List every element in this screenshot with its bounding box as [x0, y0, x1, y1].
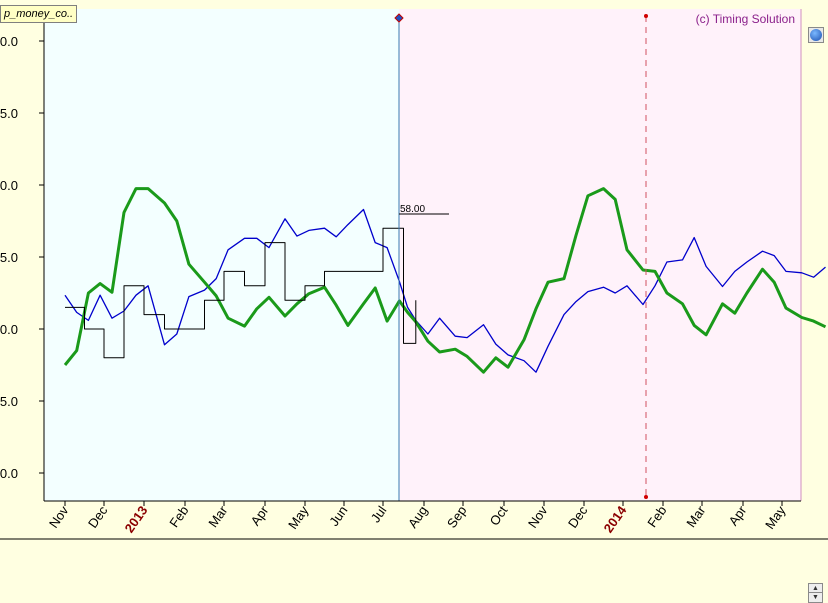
- x-tick-label: Nov: [525, 503, 551, 531]
- x-tick-label: Dec: [565, 503, 591, 531]
- globe-icon[interactable]: [808, 27, 824, 43]
- price-line: [64, 208, 826, 373]
- past-region: [44, 9, 399, 501]
- y-tick-label: 0.0: [0, 466, 18, 481]
- x-tick-year-label: 2013: [122, 503, 151, 535]
- x-tick-label: Nov: [46, 503, 72, 531]
- future-region: [399, 9, 801, 501]
- y-tick-label: 5.0: [0, 394, 18, 409]
- series-group: [63, 187, 827, 374]
- y-tick-label: 5.0: [0, 250, 18, 265]
- x-tick-label: Mar: [205, 503, 231, 530]
- y-tick-label: 0.0: [0, 34, 18, 49]
- x-tick-label: Feb: [644, 503, 669, 530]
- x-tick-label: May: [285, 503, 312, 532]
- x-tick-label: Dec: [85, 503, 111, 531]
- x-tick-label: Apr: [726, 503, 750, 529]
- series-tag[interactable]: p_money_co..: [0, 5, 78, 23]
- x-tick-label: Oct: [487, 503, 511, 528]
- y-tick-label: 0.0: [0, 322, 18, 337]
- projection-marker-bottom: [644, 495, 648, 499]
- now-marker[interactable]: [394, 13, 404, 23]
- arrow-down-icon[interactable]: ▼: [808, 592, 823, 603]
- y-tick-label: 5.0: [0, 106, 18, 121]
- x-tick-label: Aug: [405, 503, 431, 531]
- x-tick-year-label: 2014: [601, 502, 630, 535]
- marker-label: 58.00: [400, 204, 425, 215]
- signal-line: [65, 227, 417, 359]
- cycle-line: [63, 187, 827, 374]
- projection-marker-top: [644, 14, 648, 18]
- x-axis-ticks: Nov Dec 2013 Feb Mar Apr May Jun Jul Aug Sep Oct Nov…: [46, 501, 789, 535]
- x-tick-label: Feb: [166, 503, 191, 530]
- x-tick-label: Sep: [444, 503, 470, 531]
- x-tick-label: May: [762, 503, 789, 532]
- y-tick-label: 0.0: [0, 178, 18, 193]
- x-tick-label: Mar: [683, 503, 709, 530]
- copyright-label: (c) Timing Solution: [695, 12, 795, 26]
- x-tick-label: Jul: [368, 503, 390, 525]
- x-tick-label: Jun: [326, 503, 350, 529]
- x-tick-label: Apr: [248, 503, 272, 529]
- y-axis-ticks: 0.0 5.0 0.0 5.0 0.0 5.0 0.0: [0, 34, 44, 481]
- globe-icon-glyph: [810, 29, 822, 41]
